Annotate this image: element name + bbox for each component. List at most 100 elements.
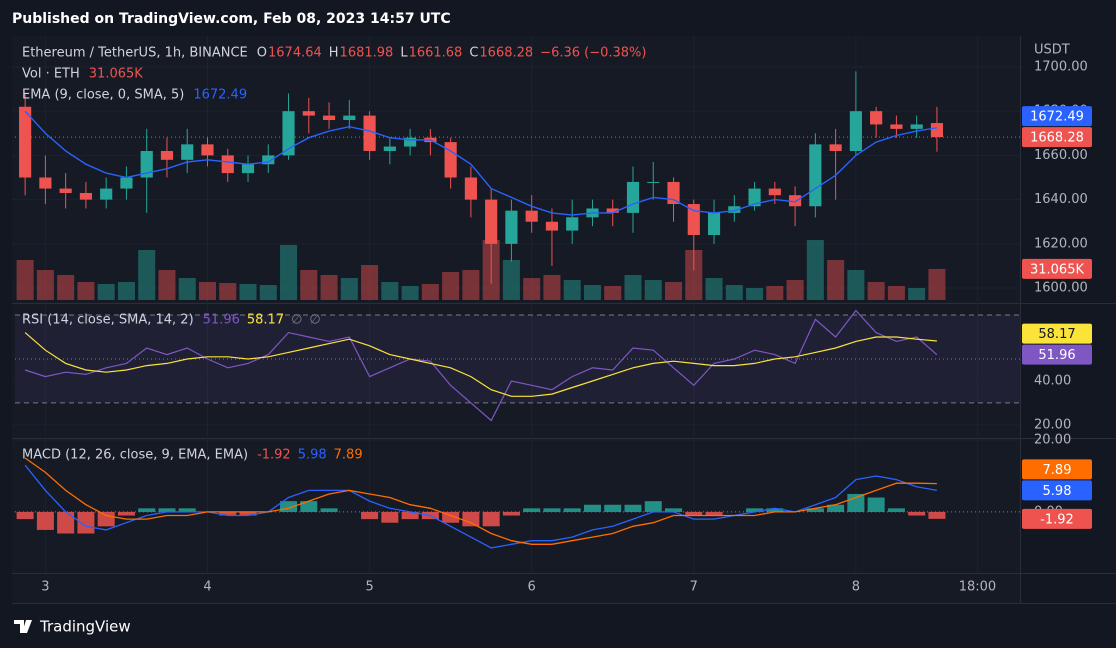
candle-body [262,155,275,165]
candle-body [221,155,234,174]
volume-bar [361,265,379,300]
histogram-bar [867,497,885,512]
candle-body [302,111,315,116]
candle-body [809,144,822,207]
x-tick-label: 4 [203,580,211,595]
histogram-bar [117,511,135,516]
candle-body [59,188,72,193]
price-label: -1.92 [1040,512,1074,527]
volume-bar [421,284,439,300]
legend-text: 58.17 [247,313,284,328]
volume-bar [239,284,257,300]
candle-body [363,115,376,151]
chart-title: MACD (12, 26, close, 9, EMA, EMA) [22,448,248,463]
volume-bar [280,245,298,300]
volume-bar [746,288,764,300]
candle-body [707,212,721,235]
volume-bar [847,270,865,300]
histogram-bar [847,493,865,512]
logo-mark [14,620,32,633]
histogram-bar [705,511,723,516]
volume-bar [624,275,642,300]
histogram-bar [806,508,824,512]
axis-unit: USDT [1034,43,1070,58]
histogram-bar [219,511,237,516]
volume-bar [908,288,926,300]
histogram-bar [766,508,784,512]
histogram-bar [239,511,257,516]
legend-text: 1661.68 [409,46,463,61]
published-note: Published on TradingView.com, Feb 08, 20… [12,11,451,27]
candle-body [890,124,903,129]
volume-bar [563,280,581,300]
x-tick-label: 6 [528,580,536,595]
x-tick-label: 8 [852,580,860,595]
candle-body [667,181,680,205]
price-label: 58.17 [1038,327,1075,342]
candle-body [687,204,700,235]
histogram-bar [320,508,338,512]
legend-text: C [469,46,478,61]
volume-bar [867,282,885,300]
volume-bar [604,286,622,300]
legend-text: ∅ [291,313,302,328]
price-label: 1672.49 [1030,110,1084,125]
candle-body [849,111,862,151]
price-label-box [1022,459,1092,480]
volume-bar [138,250,156,300]
candle-body [728,206,741,213]
volume-bar [502,260,520,300]
volume-bar [97,284,115,300]
macd-line [24,464,938,549]
legend-text: Vol · ETH [22,67,80,82]
chart-title: Ethereum / TetherUS, 1h, BINANCE [22,46,248,61]
y-tick-label: 40.00 [1034,373,1071,388]
histogram-bar [361,511,379,520]
candle-body [79,192,92,200]
candle-body [626,181,640,213]
volume-bar [401,286,419,300]
histogram-bar [300,501,318,512]
volume-bar [806,240,824,300]
candle-body [181,144,194,160]
histogram-bar [381,511,399,523]
volume-bar [340,278,358,300]
histogram-bar [158,508,176,512]
candle-body [525,210,538,222]
price-label-box [1022,127,1092,148]
histogram-bar [280,501,298,512]
y-tick-label: 1660.00 [1034,148,1088,163]
y-tick-label: 1600.00 [1034,281,1088,296]
volume-bar [543,275,561,300]
volume-bar [725,285,743,300]
y-tick-label: 1620.00 [1034,236,1088,251]
legend-text: EMA (9, close, 0, SMA, 5) [22,88,184,103]
legend-text: 1681.98 [340,46,394,61]
candle-body [322,115,336,121]
legend-text: L [400,46,408,61]
candle-body [39,177,52,189]
price-label-box [1022,106,1092,127]
macd-line [24,457,937,545]
volume-bar [219,283,237,300]
candle-body [100,188,113,200]
price-label: 7.89 [1043,463,1072,478]
candle-body [930,123,944,138]
volume-bar [827,260,845,300]
volume-bar [117,282,135,300]
volume-bar [381,282,399,300]
histogram-bar [644,501,662,512]
candle-body [282,111,295,156]
legend-text: 7.89 [334,448,363,463]
histogram-bar [543,508,561,512]
volume-bar [705,278,723,300]
x-tick-label: 18:00 [959,580,996,595]
price-label-box [1022,344,1092,365]
y-tick-label: 1640.00 [1034,192,1088,207]
histogram-bar [928,511,946,519]
brand-name: TradingView [39,618,131,636]
legend-text: 1672.49 [193,88,247,103]
legend-text: 31.065K [89,67,143,82]
y-tick-label: 20.00 [1034,433,1071,448]
volume-bar [887,286,905,300]
